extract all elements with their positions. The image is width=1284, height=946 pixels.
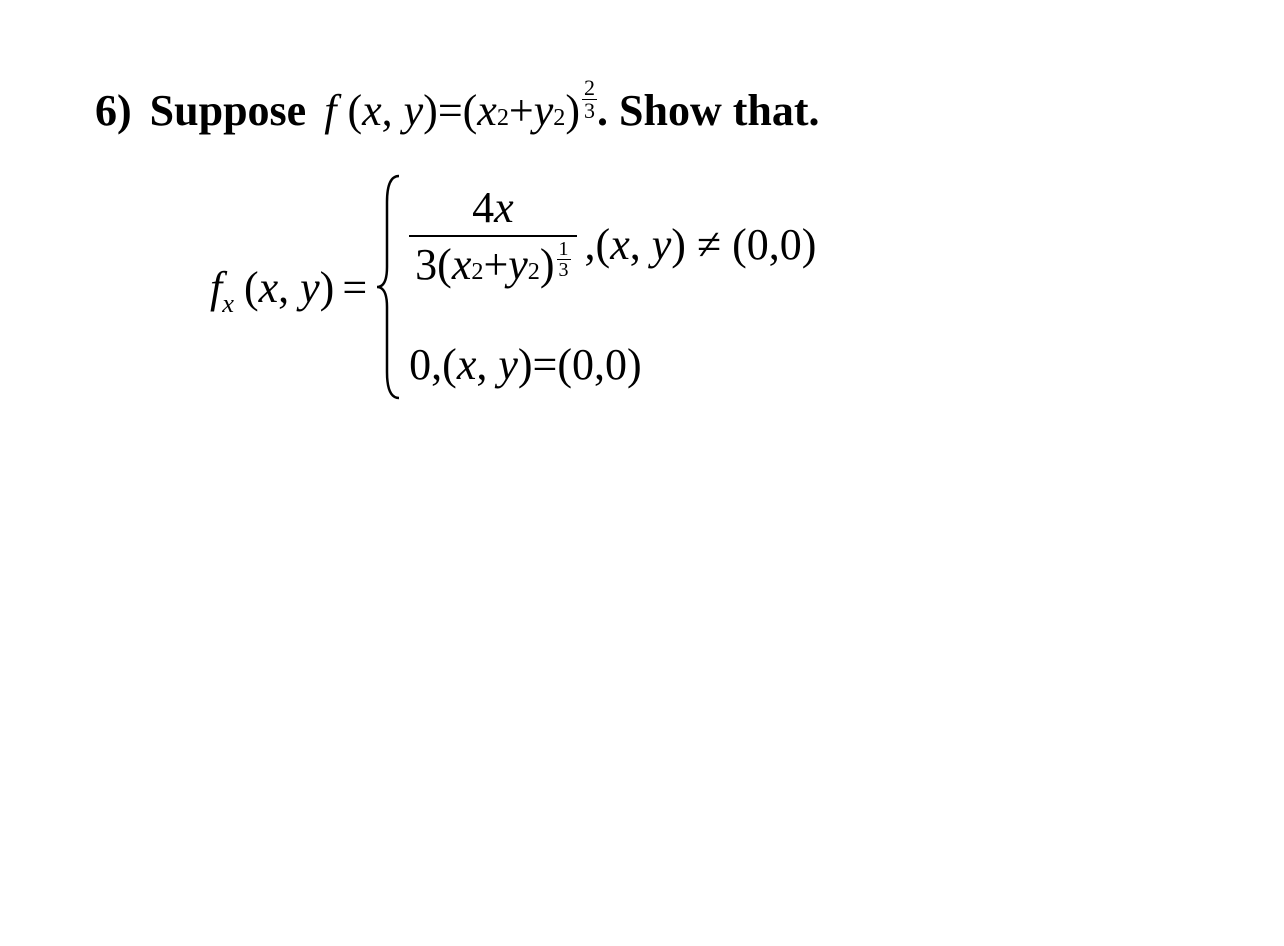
outer-exponent-frac: 2 3 (582, 77, 597, 122)
problem-content: 6) Suppose f (x, y) = ( x2 + y2 ) 2 3 . … (95, 85, 1195, 402)
case-2: 0,(x, y) = (0,0) (409, 339, 816, 390)
fx-args: ( (244, 262, 259, 313)
case2-value: 0 (409, 339, 431, 390)
den-y: y (508, 241, 528, 289)
word-suppose: Suppose (132, 85, 307, 136)
den-close: ) (540, 241, 555, 289)
cond2-x: x (457, 339, 477, 390)
cond1-close: ) (671, 220, 686, 269)
case1-numerator: 4x (409, 184, 576, 236)
case-1: 4x 3(x2 + y2) 1 3 ,(x, y) ≠ (0,0) (409, 184, 816, 303)
comma-6: , (476, 339, 498, 390)
case1-fraction: 4x 3(x2 + y2) 1 3 (409, 184, 576, 303)
den-outer-exp: 1 3 (557, 239, 571, 280)
close-paren-base: ) (565, 85, 580, 136)
cond1-y: y (652, 220, 672, 269)
den-exp-num: 1 (557, 239, 571, 260)
close-paren-2: ) (320, 262, 335, 313)
num-var-x: x (494, 183, 514, 232)
comma-1: , (382, 85, 404, 136)
cond1-x: x (610, 220, 630, 269)
num-coeff-4: 4 (472, 183, 494, 232)
outer-exp-num: 2 (582, 77, 597, 100)
origin-2: (0,0) (557, 339, 641, 390)
y-sq: y (534, 85, 554, 136)
cond1-open: ( (596, 220, 611, 269)
close-paren-1: ) (423, 85, 438, 136)
den-exp-den: 3 (557, 260, 571, 280)
word-show-that: . Show that. (597, 85, 820, 136)
case1-condition: ,(x, y) ≠ (0,0) (577, 219, 817, 270)
den-coeff-3: 3 (415, 241, 437, 289)
comma-2: , (278, 262, 300, 313)
den-x: x (452, 241, 472, 289)
den-plus: + (483, 241, 508, 289)
f-args: ( (336, 85, 362, 136)
case1-denominator: 3(x2 + y2) 1 3 (409, 237, 576, 304)
piecewise-definition: fx (x, y) = 4x 3(x2 + y2) 1 3 (210, 172, 1195, 402)
cases-container: 4x 3(x2 + y2) 1 3 ,(x, y) ≠ (0,0) 0,(x, … (405, 172, 816, 402)
cond2-close: ) (518, 339, 533, 390)
outer-exp-den: 3 (582, 100, 597, 122)
fx-label: fx (210, 262, 244, 313)
comma-5: , (431, 339, 442, 390)
neq-symbol: ≠ (686, 220, 732, 269)
fx-subscript: x (222, 287, 234, 317)
problem-number: 6) (95, 85, 132, 136)
comma-3: , (585, 220, 596, 269)
equals-1: = (438, 85, 463, 136)
f-letter-2: f (210, 263, 222, 312)
f-letter: f (324, 85, 336, 136)
den-open: ( (437, 241, 452, 289)
left-brace-icon (375, 172, 405, 402)
y-var: y (404, 85, 424, 136)
eq-symbol-2: = (533, 339, 558, 390)
equals-2: = (334, 262, 375, 313)
y-var-2: y (300, 262, 320, 313)
origin-1: (0,0) (732, 220, 816, 269)
cond2-open: ( (442, 339, 457, 390)
comma-4: , (630, 220, 652, 269)
x-var: x (362, 85, 382, 136)
cond2-y: y (498, 339, 518, 390)
plus-1: + (509, 85, 534, 136)
open-paren-base: ( (463, 85, 478, 136)
x-sq: x (477, 85, 497, 136)
x-var-2: x (259, 262, 279, 313)
function-definition: f (x, y) = ( x2 + y2 ) 2 3 (306, 85, 597, 152)
problem-line-1: 6) Suppose f (x, y) = ( x2 + y2 ) 2 3 . … (95, 85, 1195, 152)
